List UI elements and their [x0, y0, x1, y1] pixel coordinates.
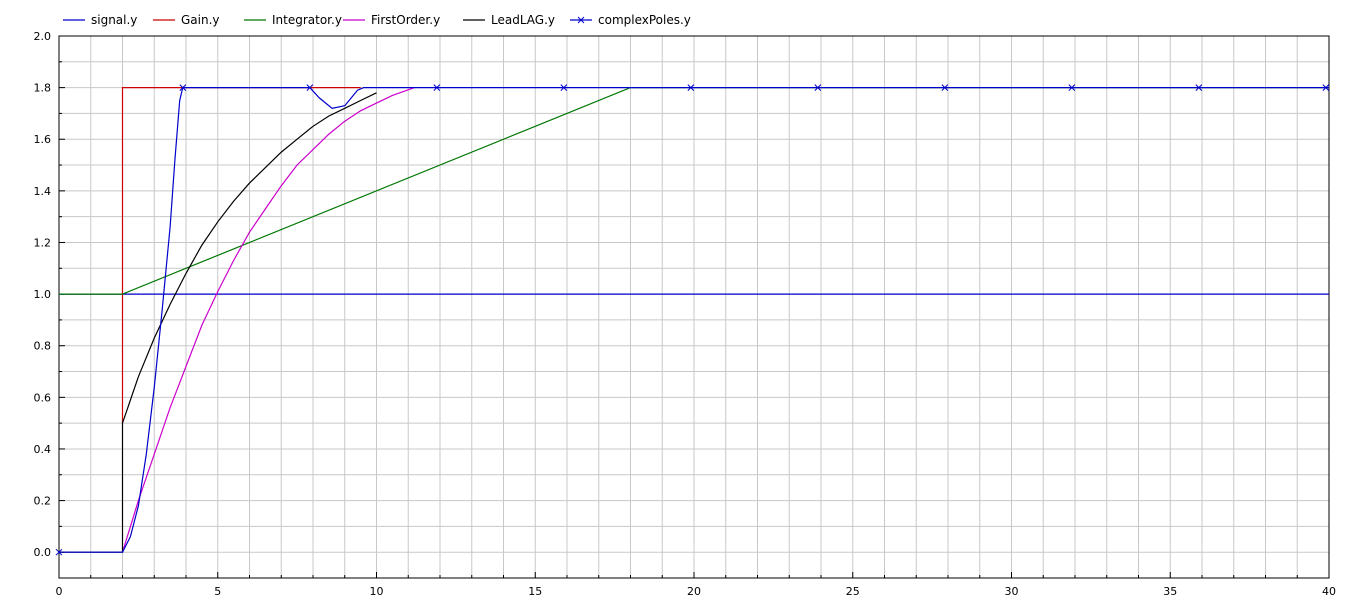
- data-point-marker: [1322, 84, 1330, 91]
- legend-item: complexPoles.y: [570, 13, 691, 27]
- data-point-marker: [1195, 84, 1203, 91]
- series-line: [59, 92, 377, 553]
- y-tick-label: 0.4: [34, 443, 52, 456]
- x-tick-label: 20: [687, 585, 701, 598]
- axis-ticks: [58, 35, 1330, 579]
- legend-label: Gain.y: [181, 13, 220, 27]
- legend-item: FirstOrder.y: [343, 13, 440, 27]
- series-group: [55, 84, 1330, 556]
- data-point-marker: [179, 84, 187, 91]
- data-point-marker: [306, 84, 314, 91]
- y-tick-label: 0.8: [34, 340, 52, 353]
- y-tick-label: 1.2: [34, 236, 52, 249]
- y-tick-label: 0.6: [34, 391, 52, 404]
- x-tick-label: 10: [370, 585, 384, 598]
- legend: signal.y Gain.y Integrator.y FirstOrder.y Le…: [63, 13, 691, 27]
- data-point-marker: [433, 84, 441, 91]
- legend-item: Integrator.y: [244, 13, 342, 27]
- legend-label: complexPoles.y: [598, 13, 691, 27]
- y-tick-label: 0.0: [34, 546, 52, 559]
- y-tick-label: 2.0: [34, 30, 52, 43]
- y-tick-labels: 0.0 0.2 0.4 0.6 0.8 1.0 1.2 1.4 1.6 1.8 2.0: [34, 30, 52, 559]
- series-line: [121, 87, 415, 553]
- data-point-marker: [814, 84, 822, 91]
- legend-label: LeadLAG.y: [491, 13, 555, 27]
- legend-item: Gain.y: [153, 13, 220, 27]
- y-tick-label: 0.2: [34, 495, 52, 508]
- x-tick-label: 35: [1163, 585, 1177, 598]
- legend-label: signal.y: [91, 13, 137, 27]
- data-point-marker: [560, 84, 568, 91]
- data-point-marker: [1068, 84, 1076, 91]
- legend-item: LeadLAG.y: [463, 13, 555, 27]
- series-complexpoles-y: [55, 84, 1330, 556]
- data-point-marker: [687, 84, 695, 91]
- x-tick-label: 30: [1005, 585, 1019, 598]
- series-firstorder-y: [121, 87, 415, 553]
- y-tick-label: 1.4: [34, 185, 52, 198]
- y-tick-label: 1.0: [34, 288, 52, 301]
- x-tick-label: 5: [214, 585, 221, 598]
- data-point-marker: [55, 548, 63, 556]
- y-tick-label: 1.8: [34, 82, 52, 95]
- x-tick-label: 40: [1322, 585, 1336, 598]
- y-tick-label: 1.6: [34, 133, 52, 146]
- legend-label: Integrator.y: [272, 13, 342, 27]
- data-point-marker: [941, 84, 949, 91]
- series-line: [59, 86, 1329, 553]
- series-leadlag-y: [59, 92, 377, 553]
- x-tick-label: 25: [846, 585, 860, 598]
- x-tick-label: 0: [56, 585, 63, 598]
- legend-label: FirstOrder.y: [371, 13, 440, 27]
- x-tick-labels: 0 5 10 15 20 25 30 35 40: [56, 585, 1337, 598]
- legend-item: signal.y: [63, 13, 137, 27]
- grid: [59, 36, 1329, 578]
- x-tick-label: 15: [528, 585, 542, 598]
